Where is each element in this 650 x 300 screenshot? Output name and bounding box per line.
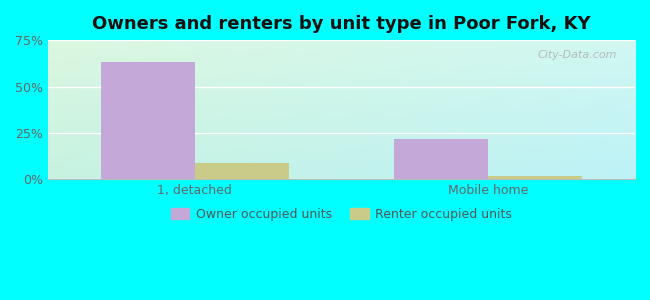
Bar xyxy=(194,163,289,179)
Title: Owners and renters by unit type in Poor Fork, KY: Owners and renters by unit type in Poor … xyxy=(92,15,591,33)
Bar xyxy=(488,176,582,179)
Bar xyxy=(101,62,194,179)
Legend: Owner occupied units, Renter occupied units: Owner occupied units, Renter occupied un… xyxy=(166,203,517,226)
Bar xyxy=(395,139,488,179)
Text: City-Data.com: City-Data.com xyxy=(538,50,617,60)
